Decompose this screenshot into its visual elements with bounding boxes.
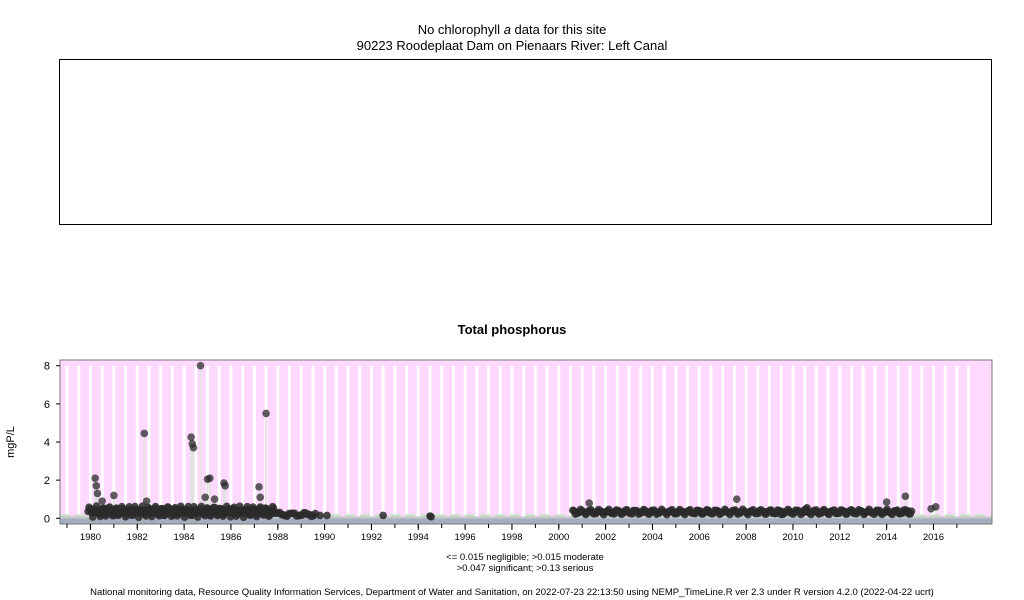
- x-tick-label: 1992: [361, 532, 382, 543]
- data-point: [256, 493, 265, 502]
- chart-title: Total phosphorus: [457, 322, 567, 337]
- data-point: [206, 474, 214, 483]
- x-tick-label: 1982: [127, 532, 148, 543]
- data-point: [210, 495, 219, 504]
- threshold-note-1: <= 0.015 negligible; >0.015 moderate: [446, 552, 604, 563]
- y-tick-label: 2: [44, 475, 50, 487]
- data-point: [931, 503, 940, 511]
- data-point: [140, 429, 149, 438]
- y-tick-label: 0: [44, 513, 50, 525]
- data-point: [262, 409, 270, 418]
- x-tick-label: 2002: [595, 532, 616, 543]
- data-point: [142, 497, 151, 505]
- x-tick-label: 2010: [782, 532, 803, 543]
- data-point: [201, 493, 209, 502]
- data-point: [91, 474, 99, 483]
- no-data-message: No chlorophyll a data for this site: [0, 22, 1024, 37]
- data-point: [92, 482, 101, 490]
- x-tick-label: 1996: [455, 532, 476, 543]
- data-point: [803, 503, 811, 512]
- y-axis-label: mgP/L: [5, 426, 17, 458]
- y-tick-label: 6: [44, 399, 50, 411]
- data-point: [189, 443, 198, 452]
- x-tick-label: 1988: [267, 532, 288, 543]
- x-tick-label: 2008: [736, 532, 757, 543]
- x-tick-label: 1986: [220, 532, 241, 543]
- data-point: [110, 491, 118, 500]
- data-point: [427, 512, 435, 521]
- y-tick-label: 4: [44, 437, 50, 449]
- x-tick-label: 1998: [501, 532, 522, 543]
- data-point: [187, 433, 195, 442]
- site-title: 90223 Roodeplaat Dam on Pienaars River: …: [356, 38, 668, 53]
- data-point: [379, 511, 387, 520]
- data-point: [777, 510, 786, 519]
- no-data-suffix: data for this site: [510, 22, 607, 37]
- x-tick-label: 2006: [689, 532, 710, 543]
- data-point: [732, 495, 741, 504]
- x-tick-label: 1990: [314, 532, 335, 543]
- data-point: [901, 492, 910, 501]
- x-tick-label: 1984: [174, 532, 195, 543]
- data-point: [316, 511, 324, 520]
- x-tick-label: 2016: [923, 532, 944, 543]
- no-data-prefix: No chlorophyll: [417, 22, 504, 37]
- x-tick-label: 2000: [548, 532, 569, 543]
- x-tick-label: 1994: [408, 532, 429, 543]
- phosphorus-chart: 0 2 4 6 8 mgP/L 1980 1982 1984 1986 1988 1990 1992 19…: [5, 359, 993, 543]
- data-point: [903, 506, 912, 515]
- empty-chlorophyll-panel: [59, 59, 992, 225]
- data-point: [221, 482, 229, 490]
- data-point: [323, 511, 331, 520]
- negligible-band: [60, 518, 992, 524]
- x-tick-label: 2014: [876, 532, 897, 543]
- data-point: [255, 483, 263, 491]
- x-tick-label: 2012: [829, 532, 850, 543]
- data-point: [98, 497, 106, 505]
- y-tick-label: 8: [44, 361, 50, 373]
- data-point: [196, 361, 205, 370]
- x-tick-label: 1980: [80, 532, 101, 543]
- data-point: [585, 499, 594, 507]
- no-data-italic: a: [503, 22, 511, 37]
- threshold-note-2: >0.047 significant; >0.13 serious: [456, 563, 594, 574]
- x-tick-label: 2004: [642, 532, 663, 543]
- data-point: [93, 489, 102, 498]
- data-point: [882, 498, 891, 506]
- footer-credit: National monitoring data, Resource Quali…: [90, 587, 934, 598]
